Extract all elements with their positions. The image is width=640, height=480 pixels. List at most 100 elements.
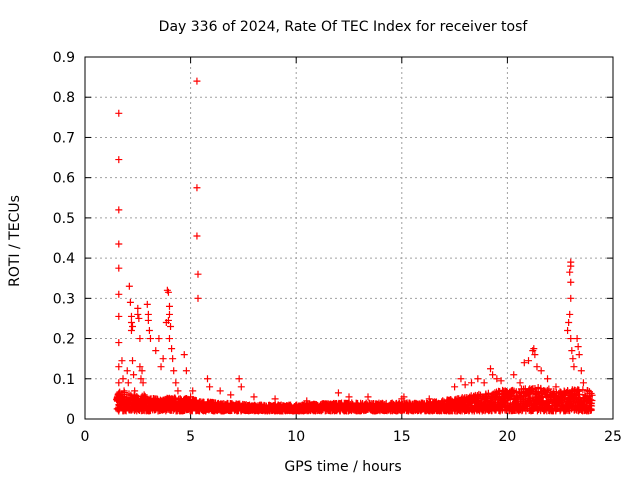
data-point [122, 403, 130, 411]
data-point [118, 357, 126, 365]
data-point [130, 371, 138, 379]
data-point [115, 240, 123, 248]
data-point [138, 367, 146, 375]
data-point [193, 184, 201, 192]
data-point [569, 355, 577, 363]
y-tick-label: 0.7 [53, 130, 75, 146]
band-point [588, 396, 596, 404]
data-point [271, 395, 279, 403]
data-point [487, 365, 495, 373]
data-point [570, 363, 578, 371]
data-point [115, 401, 123, 409]
data-point [520, 359, 528, 367]
data-point [124, 379, 132, 387]
data-point [206, 383, 214, 391]
data-point [168, 345, 176, 353]
data-point [250, 393, 258, 401]
data-point [567, 278, 575, 286]
x-tick-label: 10 [287, 429, 305, 445]
data-point [489, 371, 497, 379]
data-point [573, 335, 581, 343]
data-point [165, 335, 173, 343]
x-tick-label: 25 [604, 429, 622, 445]
data-point [501, 387, 509, 395]
data-point [474, 375, 482, 383]
data-point [136, 363, 144, 371]
data-point [167, 322, 175, 330]
data-point [152, 347, 160, 355]
data-point [157, 363, 165, 371]
data-point [164, 288, 172, 296]
data-point [303, 397, 311, 405]
chart-title: Day 336 of 2024, Rate Of TEC Index for r… [159, 19, 529, 35]
y-tick-label: 0.4 [53, 251, 75, 267]
data-point [115, 264, 123, 272]
data-point [565, 318, 573, 326]
data-point [194, 294, 202, 302]
data-point [564, 327, 572, 335]
data-point [467, 379, 475, 387]
data-point [134, 310, 142, 318]
data-point [135, 314, 143, 322]
data-point [164, 316, 172, 324]
data-point [119, 375, 127, 383]
data-point [451, 383, 459, 391]
grid-lines [85, 57, 613, 419]
data-point [120, 387, 128, 395]
data-point [575, 351, 583, 359]
data-point [425, 395, 433, 403]
data-point [493, 375, 501, 383]
data-point [193, 232, 201, 240]
data-point [544, 375, 552, 383]
data-point [574, 343, 582, 351]
data-point [115, 363, 123, 371]
data-point [144, 310, 152, 318]
y-axis-label: ROTI / TECUs [7, 195, 23, 287]
data-point [194, 270, 202, 278]
data-point [115, 407, 123, 415]
data-point [127, 312, 135, 320]
data-point [227, 391, 235, 399]
data-point [131, 387, 139, 395]
data-point [345, 393, 353, 401]
data-point [165, 310, 173, 318]
data-point [127, 327, 135, 335]
data-point [129, 322, 137, 330]
data-point [134, 304, 142, 312]
data-point [140, 391, 148, 399]
data-point [143, 300, 151, 308]
x-tick-label: 20 [498, 429, 516, 445]
data-point [126, 298, 134, 306]
data-point [516, 379, 524, 387]
data-point [189, 387, 197, 395]
data-point [552, 383, 560, 391]
y-tick-label: 0.6 [53, 171, 75, 187]
data-point [531, 351, 539, 359]
data-point [115, 156, 123, 164]
data-point [187, 393, 195, 401]
data-point [115, 391, 123, 399]
data-point [129, 357, 137, 365]
y-tick-label: 0 [66, 412, 75, 428]
x-tick-label: 0 [81, 429, 90, 445]
data-point [172, 379, 180, 387]
data-point [159, 355, 167, 363]
data-point [567, 258, 575, 266]
data-point [146, 397, 154, 405]
data-point [510, 371, 518, 379]
axis-ticks: 0 5 10 15 20 25 0 0.1 0.2 0.3 0.4 0.5 0.6 0.7 0.8 0.9 [53, 50, 622, 445]
data-point [139, 379, 147, 387]
data-points [113, 77, 596, 415]
data-point [169, 355, 177, 363]
data-point [115, 206, 123, 214]
data-point [193, 77, 201, 85]
data-point [123, 367, 131, 375]
data-point [497, 377, 505, 385]
data-point [176, 395, 184, 403]
data-point [115, 312, 123, 320]
data-point [235, 375, 243, 383]
data-point [537, 367, 545, 375]
data-point [216, 387, 224, 395]
data-point [567, 294, 575, 302]
